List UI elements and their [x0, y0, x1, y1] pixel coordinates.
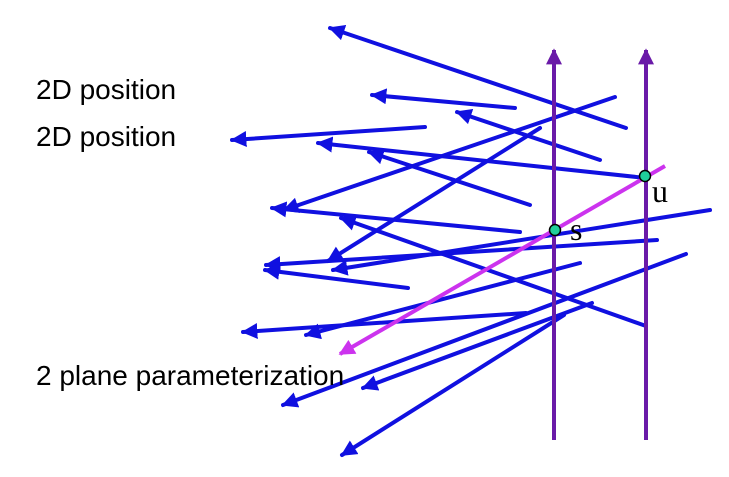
point-s [548, 223, 562, 237]
light-ray-18 [340, 313, 566, 457]
light-ray-12 [263, 263, 410, 290]
light-ray-13 [339, 215, 648, 328]
point-u [638, 169, 652, 183]
point-s-label: s [570, 211, 583, 247]
light-ray-9 [326, 126, 542, 263]
light-ray-5 [316, 136, 648, 180]
position-label-2: 2D position [36, 121, 177, 152]
position-label-1: 2D position [36, 74, 177, 105]
light-ray-2 [370, 88, 517, 110]
light-ray-1 [328, 25, 628, 130]
light-ray-16 [281, 252, 688, 408]
point-u-label: u [652, 173, 668, 209]
light-ray-15 [304, 261, 582, 340]
light-ray-8 [282, 95, 617, 213]
light-ray-14 [241, 311, 528, 340]
light-ray-4 [230, 125, 427, 148]
light-ray-6 [367, 148, 532, 207]
parameterization-label: 2 plane parameterization [36, 360, 345, 391]
light-ray-10 [264, 238, 659, 273]
highlighted-ray [338, 164, 667, 356]
